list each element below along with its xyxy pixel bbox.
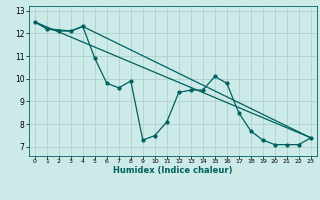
X-axis label: Humidex (Indice chaleur): Humidex (Indice chaleur) bbox=[113, 166, 233, 175]
